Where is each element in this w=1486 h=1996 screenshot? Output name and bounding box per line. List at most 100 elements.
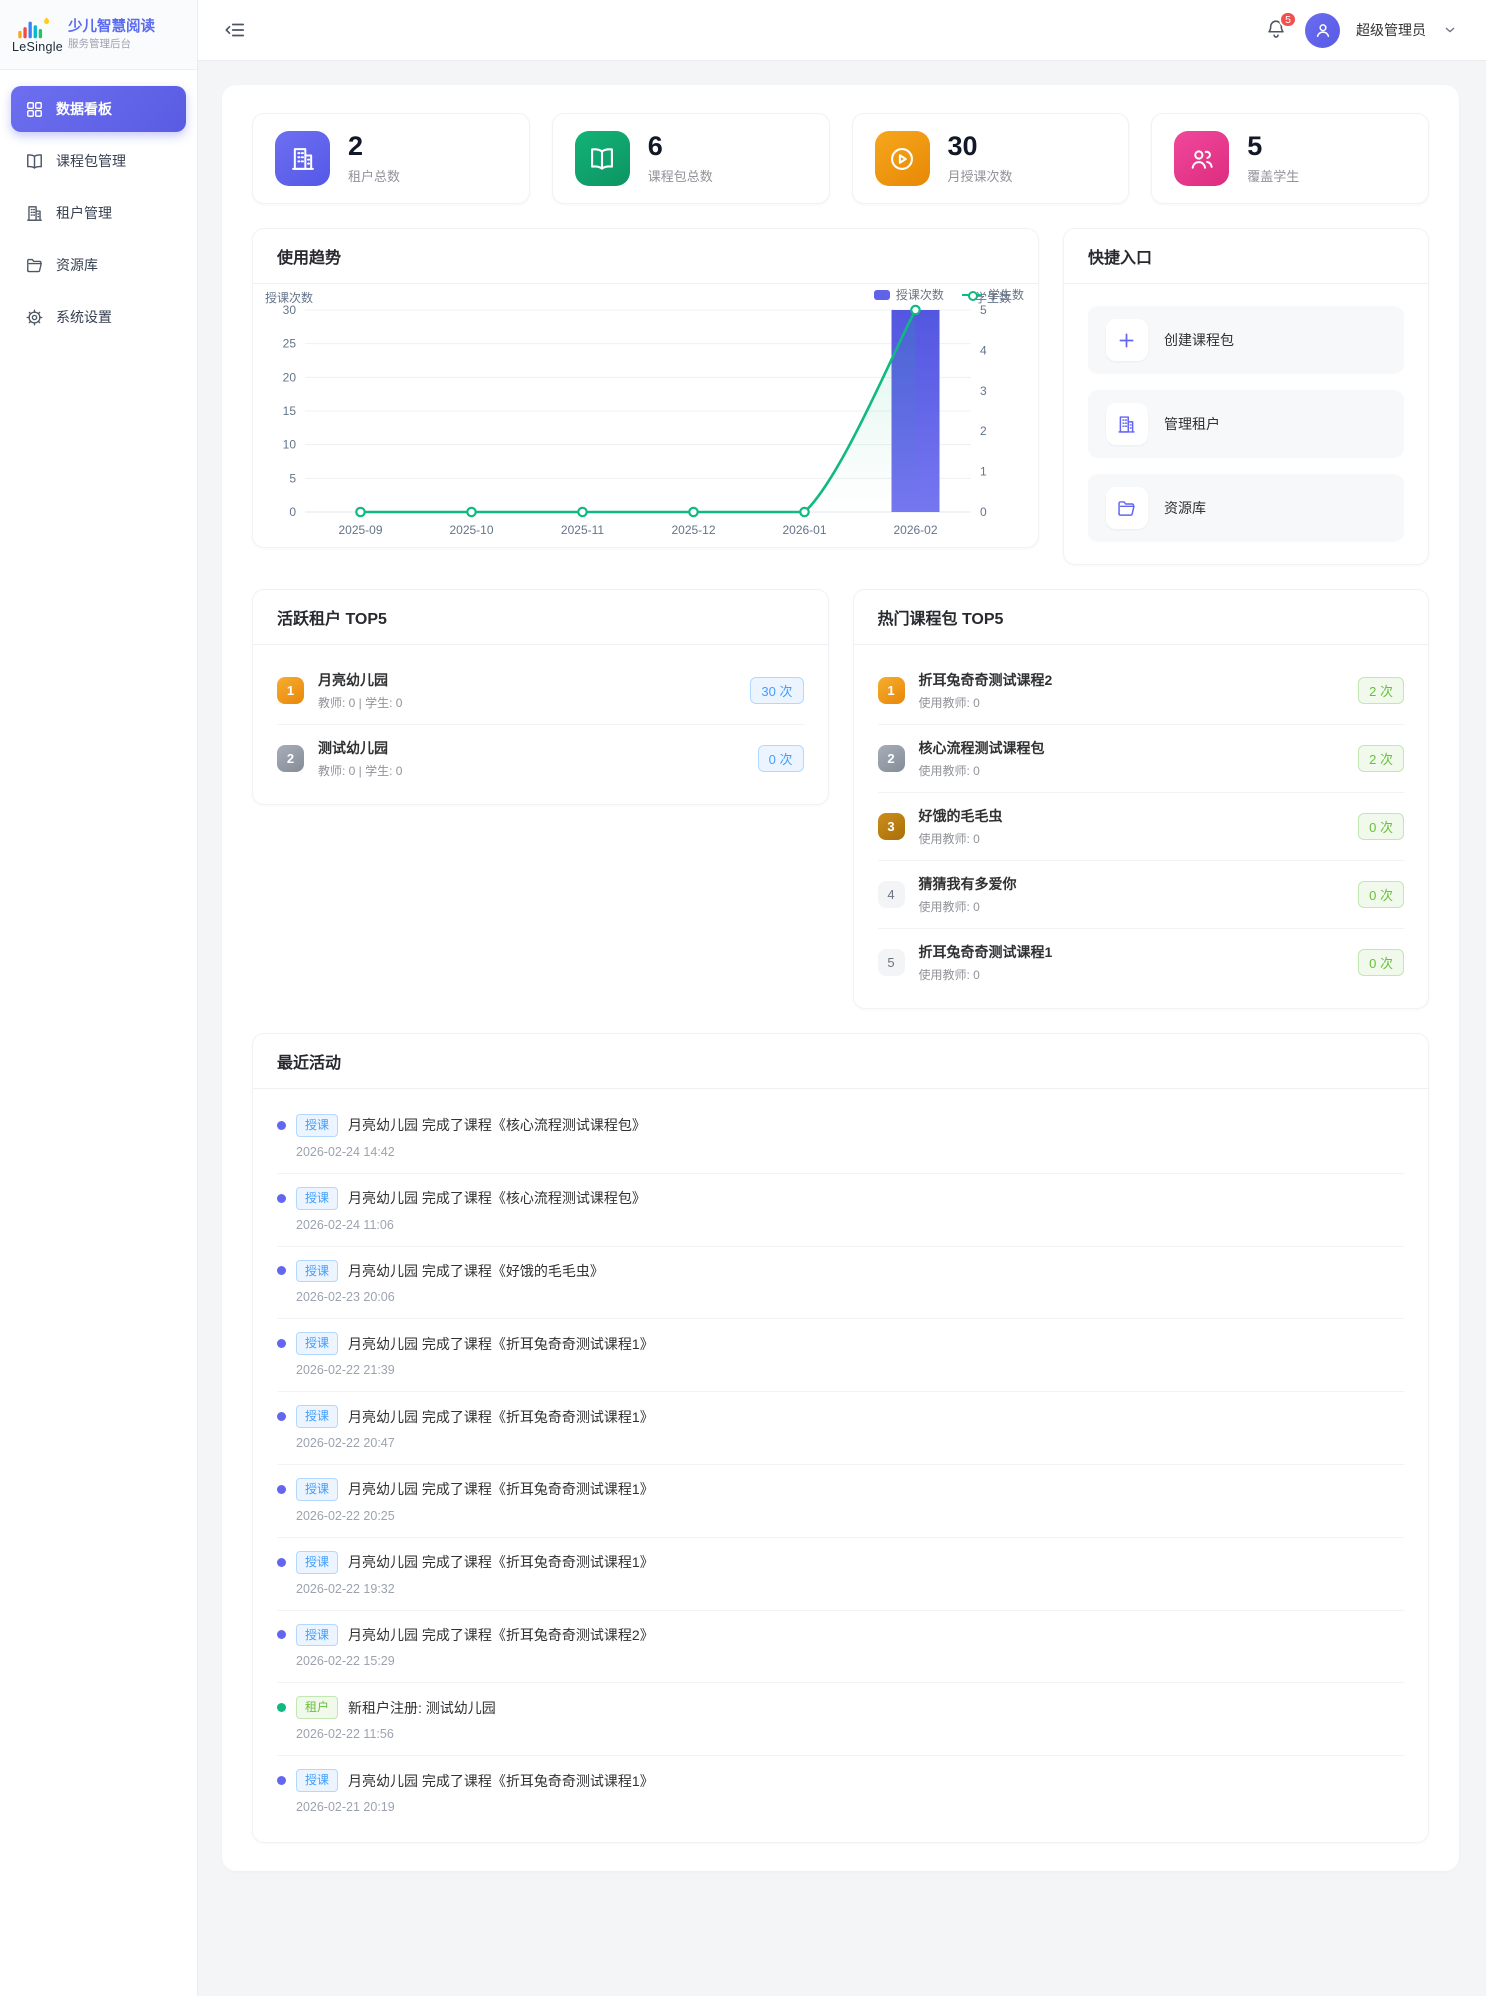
activity-time: 2026-02-22 15:29 [296, 1654, 395, 1669]
building-icon [25, 204, 44, 223]
notification-bell-icon[interactable]: 5 [1265, 11, 1297, 42]
svg-text:30: 30 [283, 303, 297, 317]
activity-dot [277, 1120, 286, 1130]
stat-value: 2 [348, 130, 364, 161]
rank-badge: 2 [277, 745, 304, 772]
activity-tag: 授课 [296, 1550, 339, 1574]
svg-text:2025-09: 2025-09 [338, 523, 382, 537]
sidebar-item-资源库[interactable]: 资源库 [11, 242, 186, 288]
page-content: 2 租户总数 6 课程包总数 30 月授课次数 5 覆盖学生 使用趋势 [198, 61, 1486, 1901]
svg-text:20: 20 [283, 370, 297, 384]
rank-badge: 2 [877, 745, 905, 772]
usage-trend-card: 使用趋势 授课次数 学生数 授课次数 学生数 0 5 10 15 20 25 30 0 1 2 3 4… [252, 228, 1039, 548]
brand-title: 少儿智慧阅读 [68, 18, 155, 35]
brand-logo: LeSingle 少儿智慧阅读 服务管理后台 [0, 0, 197, 70]
rank-meta: 使用教师: 0 [918, 696, 980, 710]
rank-badge: 4 [877, 881, 905, 908]
main-area: 5 超级管理员 2 租户总数 [198, 0, 1486, 1996]
activity-tag: 授课 [296, 1114, 339, 1137]
rank-badge: 3 [877, 813, 905, 840]
svg-text:1: 1 [980, 465, 987, 479]
sidebar-item-数据看板[interactable]: 数据看板 [11, 86, 186, 132]
hot-courses-title: 热门课程包 TOP5 [877, 611, 1004, 628]
quick-entry-管理租户[interactable]: 管理租户 [1087, 390, 1404, 458]
activity-time: 2026-02-21 20:19 [296, 1799, 395, 1814]
sidebar-fold-icon[interactable] [224, 19, 246, 41]
building-icon [1105, 403, 1148, 445]
rank-list-item: 1 月亮幼儿园 教师: 0 | 学生: 0 30 次 [277, 657, 804, 725]
activity-text: 月亮幼儿园 完成了课程《折耳兔奇奇测试课程2》 [348, 1626, 654, 1643]
activity-dot [277, 1776, 286, 1786]
activity-item: 授课 月亮幼儿园 完成了课程《折耳兔奇奇测试课程2》 2026-02-22 15… [277, 1611, 1404, 1684]
building-icon [275, 131, 330, 186]
sidebar-item-租户管理[interactable]: 租户管理 [11, 190, 186, 236]
legend-line-series[interactable]: 学生数 [961, 286, 1024, 303]
svg-text:3: 3 [980, 384, 987, 398]
svg-text:0: 0 [980, 505, 987, 519]
chevron-down-icon[interactable] [1442, 22, 1458, 38]
book-icon [25, 152, 44, 171]
active-tenants-list: 1 月亮幼儿园 教师: 0 | 学生: 0 30 次 2 测试幼儿园 教师: 0… [253, 645, 828, 804]
rank-name: 猜猜我有多爱你 [918, 876, 1017, 892]
rank-meta: 教师: 0 | 学生: 0 [318, 696, 403, 710]
activity-text: 月亮幼儿园 完成了课程《折耳兔奇奇测试课程1》 [348, 1772, 654, 1789]
stat-value: 5 [1247, 130, 1263, 161]
usage-count-badge: 2 次 [1358, 745, 1404, 772]
quick-entry-label: 管理租户 [1163, 416, 1220, 432]
rank-list-item: 5 折耳兔奇奇测试课程1 使用教师: 0 0 次 [877, 929, 1404, 996]
activity-item: 授课 月亮幼儿园 完成了课程《核心流程测试课程包》 2026-02-24 11:… [277, 1174, 1404, 1247]
rank-list-item: 3 好饿的毛毛虫 使用教师: 0 0 次 [877, 793, 1404, 861]
stat-card: 5 覆盖学生 [1151, 113, 1429, 204]
stat-label: 租户总数 [348, 169, 401, 185]
activity-tag: 授课 [296, 1186, 339, 1210]
activity-item: 租户 新租户注册: 测试幼儿园 2026-02-22 11:56 [277, 1683, 1404, 1757]
rank-name: 折耳兔奇奇测试课程1 [918, 944, 1053, 960]
recent-activity-card: 最近活动 授课 月亮幼儿园 完成了课程《核心流程测试课程包》 2026-02-2… [252, 1033, 1429, 1843]
sidebar-item-label: 数据看板 [56, 101, 112, 117]
rank-badge: 1 [877, 677, 905, 704]
activity-tag: 授课 [296, 1259, 339, 1283]
sidebar-item-label: 租户管理 [56, 205, 112, 221]
activity-item: 授课 月亮幼儿园 完成了课程《核心流程测试课程包》 2026-02-24 14:… [277, 1101, 1404, 1174]
svg-text:2025-11: 2025-11 [561, 523, 604, 537]
activity-tag: 授课 [296, 1623, 339, 1647]
quick-entry-创建课程包[interactable]: 创建课程包 [1087, 306, 1404, 374]
rank-meta: 使用教师: 0 [918, 900, 980, 914]
sidebar-item-系统设置[interactable]: 系统设置 [11, 294, 186, 340]
activity-item: 授课 月亮幼儿园 完成了课程《折耳兔奇奇测试课程1》 2026-02-22 21… [277, 1319, 1404, 1393]
activity-tag: 授课 [296, 1332, 339, 1356]
user-avatar[interactable] [1305, 12, 1340, 48]
hot-courses-card: 热门课程包 TOP5 1 折耳兔奇奇测试课程2 使用教师: 0 2 次 2 核心… [852, 589, 1429, 1009]
plus-icon [1105, 319, 1148, 361]
stat-label: 覆盖学生 [1247, 169, 1300, 185]
user-name[interactable]: 超级管理员 [1356, 22, 1426, 38]
recent-activity-title: 最近活动 [277, 1055, 342, 1072]
quick-entry-list: 创建课程包 管理租户 资源库 [1064, 284, 1428, 564]
quick-entry-label: 创建课程包 [1163, 332, 1234, 348]
activity-dot [277, 1193, 286, 1203]
recent-activity-list: 授课 月亮幼儿园 完成了课程《核心流程测试课程包》 2026-02-24 14:… [253, 1089, 1428, 1842]
rank-meta: 使用教师: 0 [918, 764, 980, 778]
dashboard-icon [25, 100, 44, 119]
activity-item: 授课 月亮幼儿园 完成了课程《折耳兔奇奇测试课程1》 2026-02-21 20… [277, 1756, 1404, 1828]
activity-item: 授课 月亮幼儿园 完成了课程《折耳兔奇奇测试课程1》 2026-02-22 19… [277, 1538, 1404, 1611]
usage-count-badge: 0 次 [1358, 881, 1404, 908]
stat-card: 30 月授课次数 [851, 113, 1130, 204]
activity-time: 2026-02-22 20:25 [296, 1508, 395, 1523]
activity-text: 月亮幼儿园 完成了课程《核心流程测试课程包》 [348, 1190, 646, 1207]
activity-time: 2026-02-24 14:42 [296, 1144, 395, 1159]
quick-entry-资源库[interactable]: 资源库 [1087, 474, 1404, 542]
activity-tag: 授课 [296, 1769, 339, 1792]
chart-canvas: 授课次数 学生数 0 5 10 15 20 25 30 0 1 2 3 4 5 2025-09 2025-1… [259, 290, 1032, 547]
stat-cards-row: 2 租户总数 6 课程包总数 30 月授课次数 5 覆盖学生 [252, 113, 1429, 204]
stat-label: 月授课次数 [947, 169, 1013, 185]
activity-tag: 授课 [296, 1405, 339, 1428]
sidebar-item-课程包管理[interactable]: 课程包管理 [11, 138, 186, 184]
dashboard-shell: 2 租户总数 6 课程包总数 30 月授课次数 5 覆盖学生 使用趋势 [222, 85, 1459, 1871]
legend-bar-series[interactable]: 授课次数 [873, 286, 944, 303]
activity-dot [277, 1412, 286, 1422]
activity-tag: 授课 [296, 1477, 339, 1501]
rank-name: 月亮幼儿园 [318, 672, 388, 688]
rank-list-item: 2 测试幼儿园 教师: 0 | 学生: 0 0 次 [277, 725, 804, 792]
